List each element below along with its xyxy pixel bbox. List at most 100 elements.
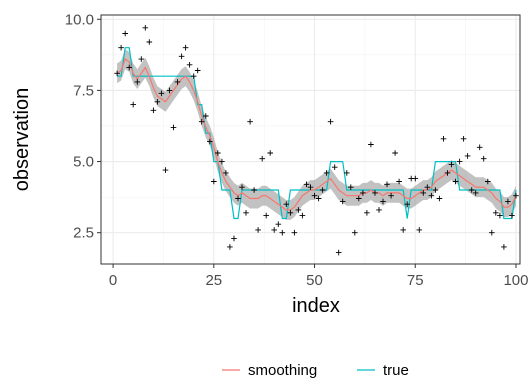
observation-point — [480, 155, 487, 162]
y-tick-label: 2.5 — [73, 225, 94, 242]
observation-point — [186, 62, 193, 68]
observation-point — [283, 201, 290, 207]
observation-point — [400, 227, 406, 233]
observation-points-layer — [114, 25, 519, 256]
observation-point — [134, 79, 141, 85]
observation-point — [476, 144, 483, 151]
observation-point — [384, 181, 390, 188]
y-tick-label: 7.5 — [73, 82, 94, 99]
x-tick-label: 0 — [109, 272, 117, 289]
observation-point — [501, 244, 507, 250]
observation-point — [468, 187, 475, 193]
smoothing-series-layer — [116, 58, 517, 211]
x-axis-title: index — [292, 295, 340, 317]
plot-panel — [100, 14, 521, 265]
observation-point — [166, 87, 173, 94]
observation-point — [190, 73, 197, 79]
observation-point — [448, 161, 455, 168]
observation-point — [339, 198, 346, 205]
y-axis-title: observation — [11, 88, 33, 191]
observation-point — [178, 53, 185, 60]
observation-point — [267, 150, 273, 156]
observation-point — [432, 187, 439, 193]
observation-point — [259, 155, 265, 162]
observation-point — [142, 25, 149, 31]
legend-label-smoothing: smoothing — [248, 362, 317, 379]
observation-point — [194, 67, 201, 74]
observation-point — [146, 39, 153, 45]
x-tick-label: 50 — [306, 272, 323, 289]
observation-point — [150, 107, 157, 114]
observation-point — [243, 210, 249, 216]
observation-point — [420, 190, 427, 196]
observation-point — [424, 184, 431, 190]
observation-point — [412, 175, 419, 182]
observation-point — [231, 235, 237, 242]
observation-point — [513, 192, 519, 199]
observation-point — [380, 198, 386, 205]
observation-point — [303, 181, 310, 188]
observation-point — [472, 190, 479, 196]
observation-point — [505, 198, 511, 205]
observation-point — [436, 195, 443, 202]
observation-point — [215, 150, 221, 156]
observation-point — [122, 30, 128, 37]
observation-point — [271, 227, 277, 233]
observation-point — [174, 79, 181, 85]
observation-point — [182, 44, 189, 51]
observation-point — [114, 70, 120, 77]
observation-point — [211, 178, 217, 185]
observation-point — [126, 64, 132, 71]
observation-point — [404, 201, 410, 207]
plot-panel-border — [100, 14, 521, 265]
observation-point — [376, 207, 382, 213]
observation-point — [372, 190, 378, 196]
observation-point — [315, 195, 322, 202]
observation-point — [287, 210, 294, 216]
y-tick-label: 5.0 — [73, 154, 94, 171]
observation-point — [275, 221, 282, 227]
observation-point — [263, 212, 269, 219]
observation-point — [388, 192, 394, 199]
confidence-band-layer — [117, 49, 516, 220]
observation-point — [327, 118, 334, 125]
observation-point — [154, 99, 161, 105]
observation-point — [202, 113, 209, 119]
observation-point — [493, 210, 499, 216]
observation-point — [460, 136, 467, 142]
observation-point — [162, 167, 169, 173]
true-series-layer — [117, 47, 517, 220]
observation-point — [319, 187, 326, 193]
observation-point — [255, 227, 261, 233]
observation-point — [331, 164, 338, 170]
observation-point — [207, 138, 213, 145]
observation-point — [416, 227, 423, 233]
x-tick-label: 75 — [407, 272, 424, 289]
observation-point — [130, 101, 136, 108]
smoothing-series-line — [116, 58, 517, 211]
observation-point — [138, 56, 145, 62]
observation-point — [279, 229, 286, 236]
observation-point — [368, 141, 374, 148]
observation-point — [348, 184, 354, 190]
observation-point — [509, 212, 515, 219]
legend: smoothing true — [222, 362, 409, 379]
observation-point — [251, 187, 257, 193]
observation-point — [344, 170, 350, 176]
observation-point — [219, 158, 225, 165]
observation-point — [456, 158, 463, 165]
observation-point — [360, 190, 366, 196]
observation-point — [198, 118, 205, 125]
observation-point — [239, 184, 245, 190]
legend-label-true: true — [383, 362, 409, 379]
observation-point — [291, 229, 298, 236]
observation-point — [335, 249, 342, 256]
observation-point — [158, 90, 165, 97]
observation-point — [227, 244, 233, 250]
observation-point — [118, 44, 124, 51]
observation-point — [428, 192, 435, 199]
observation-point — [323, 170, 330, 176]
confidence-band — [117, 49, 516, 220]
observation-point — [170, 124, 177, 131]
